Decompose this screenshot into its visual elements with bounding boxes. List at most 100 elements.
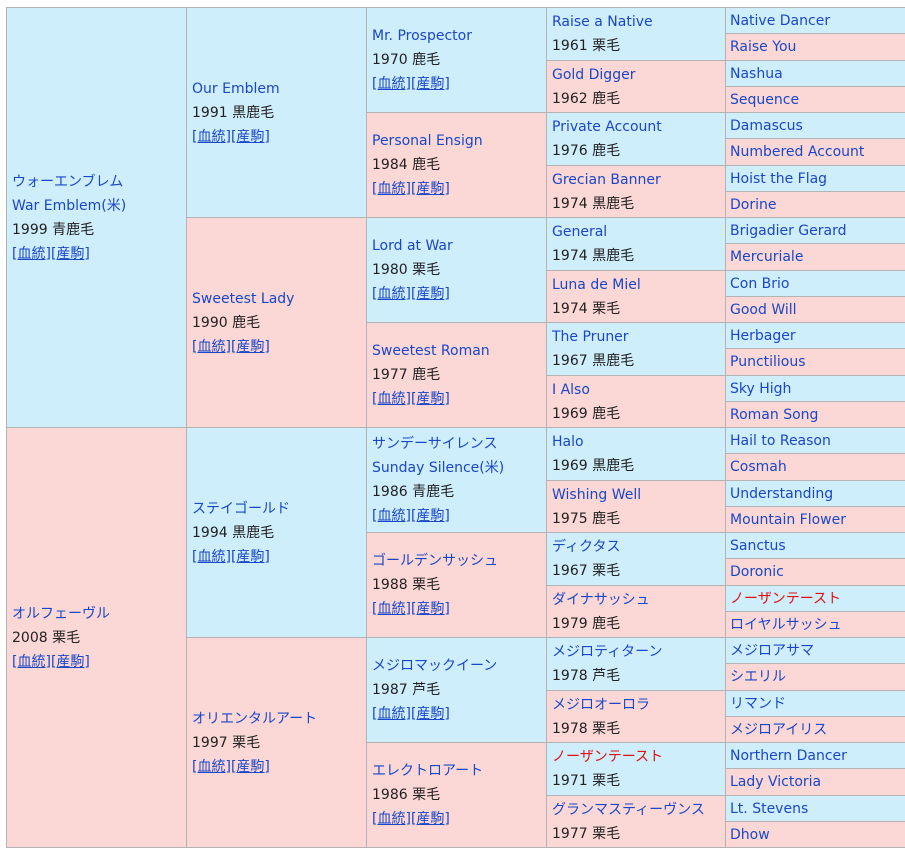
horse-name-link[interactable]: Grecian Banner: [552, 171, 661, 188]
pedigree-link[interactable]: [血統]: [372, 508, 411, 524]
horse-name-link[interactable]: Cosmah: [730, 459, 787, 475]
horse-name-link[interactable]: Gold Digger: [552, 66, 636, 83]
pedigree-link[interactable]: [血統]: [372, 811, 411, 827]
horse-info: Damascus: [730, 114, 902, 138]
horse-name-link[interactable]: Private Account: [552, 119, 662, 135]
horse-name-link[interactable]: Lord at War: [372, 238, 453, 254]
horse-name-link[interactable]: Punctilious: [730, 354, 806, 370]
pedigree-link[interactable]: [血統]: [372, 76, 411, 92]
horse-name-link[interactable]: Northern Dancer: [730, 747, 847, 764]
horse-name-link[interactable]: Sky High: [730, 380, 792, 397]
horse-name-link[interactable]: Mercuriale: [730, 249, 804, 265]
horse-name-link[interactable]: Sweetest Lady: [192, 290, 295, 307]
horse-name-link[interactable]: Our Emblem: [192, 80, 280, 97]
pedigree-link[interactable]: [血統]: [192, 758, 231, 775]
horse-name-link[interactable]: メジロアサマ: [730, 642, 814, 659]
horse-name-link[interactable]: ステイゴールド: [192, 500, 290, 517]
horse-name-link[interactable]: オリエンタルアート: [192, 710, 318, 727]
pedigree-link[interactable]: [血統]: [372, 391, 411, 407]
horse-name-link[interactable]: I Also: [552, 381, 590, 398]
horse-name-link[interactable]: Dorine: [730, 196, 777, 213]
horse-info: Numbered Account: [730, 140, 902, 164]
horse-name-link[interactable]: ノーザンテースト: [552, 749, 664, 765]
offspring-link[interactable]: [産駒]: [410, 811, 450, 827]
offspring-link[interactable]: [産駒]: [410, 391, 450, 407]
horse-name-link[interactable]: グランマスティーヴンス: [552, 801, 705, 818]
horse-name-link[interactable]: Native Dancer: [730, 12, 831, 29]
pedigree-link[interactable]: [血統]: [192, 338, 231, 355]
horse-name-link[interactable]: メジロオーロラ: [552, 696, 650, 713]
pedigree-link[interactable]: [血統]: [192, 128, 231, 145]
offspring-link[interactable]: [産駒]: [410, 706, 450, 722]
horse-name-link[interactable]: Mountain Flower: [730, 511, 846, 528]
horse-info: Raise a Native 1961 栗毛: [552, 10, 722, 58]
horse-name-link[interactable]: Doronic: [730, 564, 784, 580]
pedigree-link[interactable]: [血統]: [372, 601, 411, 617]
horse-name-link[interactable]: ノーザンテースト: [730, 590, 842, 607]
horse-name-link[interactable]: Nashua: [730, 65, 783, 82]
horse-name-link[interactable]: General: [552, 224, 608, 240]
horse-name-link[interactable]: メジロティターン: [552, 644, 663, 660]
horse-name-link[interactable]: Luna de Miel: [552, 276, 641, 293]
horse-name-link[interactable]: メジロアイリス: [730, 721, 828, 738]
offspring-link[interactable]: [産駒]: [230, 548, 270, 565]
horse-name-link[interactable]: リマンド: [730, 695, 786, 712]
offspring-link[interactable]: [産駒]: [230, 338, 270, 355]
horse-name-link[interactable]: メジロマックイーン: [372, 658, 498, 674]
offspring-link[interactable]: [産駒]: [410, 286, 450, 302]
horse-name-link[interactable]: Mr. Prospector: [372, 28, 472, 44]
horse-info: メジロマックイーン 1987 芦毛 [血統][産駒]: [372, 654, 543, 726]
horse-name-link[interactable]: ロイヤルサッシュ: [730, 616, 842, 633]
horse-name-link[interactable]: Raise You: [730, 39, 797, 55]
pedigree-link[interactable]: [血統]: [12, 653, 51, 670]
horse-name-link[interactable]: シエリル: [730, 669, 786, 685]
horse-name-link[interactable]: Con Brio: [730, 275, 790, 292]
horse-name-link[interactable]: オルフェーヴル: [12, 605, 110, 622]
horse-name-link[interactable]: Understanding: [730, 485, 834, 502]
horse-name-link[interactable]: Dhow: [730, 826, 770, 843]
horse-name-link[interactable]: サンデーサイレンス: [372, 436, 498, 452]
horse-name-link[interactable]: ディクタス: [552, 539, 621, 555]
horse-name-link[interactable]: ダイナサッシュ: [552, 591, 650, 608]
horse-name-link[interactable]: Hoist the Flag: [730, 170, 828, 187]
horse-name-link[interactable]: Numbered Account: [730, 144, 865, 160]
pedigree-link[interactable]: [血統]: [372, 286, 411, 302]
horse-name-link[interactable]: ウォーエンブレム: [12, 173, 124, 190]
offspring-link[interactable]: [産駒]: [50, 245, 90, 262]
horse-name-link[interactable]: Raise a Native: [552, 14, 653, 30]
horse-name-link[interactable]: Herbager: [730, 327, 796, 344]
horse-foreign-name-link[interactable]: Sunday Silence(米): [372, 460, 505, 476]
offspring-link[interactable]: [産駒]: [410, 508, 450, 524]
horse-name-link[interactable]: Sweetest Roman: [372, 343, 490, 359]
horse-name-link[interactable]: Sanctus: [730, 537, 786, 554]
horse-name-link[interactable]: Brigadier Gerard: [730, 222, 847, 239]
offspring-link[interactable]: [産駒]: [50, 653, 90, 670]
horse-name-link[interactable]: Sequence: [730, 91, 800, 108]
horse-name-link[interactable]: The Pruner: [552, 329, 629, 345]
horse-name-link[interactable]: ゴールデンサッシュ: [372, 553, 498, 569]
horse-name-link[interactable]: Lady Victoria: [730, 774, 822, 790]
pedigree-link[interactable]: [血統]: [372, 181, 411, 197]
horse-name-link[interactable]: Halo: [552, 434, 584, 450]
horse-foreign-name-link[interactable]: War Emblem(米): [12, 197, 127, 214]
horse-name-link[interactable]: Hail to Reason: [730, 432, 831, 449]
horse-name-link[interactable]: Personal Ensign: [372, 133, 483, 149]
offspring-link[interactable]: [産駒]: [410, 181, 450, 197]
horse-name-link[interactable]: Roman Song: [730, 406, 819, 423]
horse-name-link[interactable]: Good Will: [730, 301, 797, 318]
offspring-link[interactable]: [産駒]: [410, 601, 450, 617]
pedigree-link[interactable]: [血統]: [192, 548, 231, 565]
pedigree-link[interactable]: [血統]: [372, 706, 411, 722]
offspring-link[interactable]: [産駒]: [410, 76, 450, 92]
offspring-link[interactable]: [産駒]: [230, 758, 270, 775]
horse-name-link[interactable]: Lt. Stevens: [730, 800, 809, 817]
pedigree-cell-gen5: Hail to Reason: [725, 427, 905, 454]
offspring-link[interactable]: [産駒]: [230, 128, 270, 145]
pedigree-cell-gen5: シエリル: [725, 663, 905, 691]
horse-name-link[interactable]: エレクトロアート: [372, 763, 484, 779]
horse-name-link[interactable]: Damascus: [730, 117, 803, 134]
birth-year-color: 1987 芦毛: [372, 682, 441, 698]
pedigree-link[interactable]: [血統]: [12, 245, 51, 262]
horse-name-link[interactable]: Wishing Well: [552, 486, 642, 503]
horse-info: Nashua: [730, 62, 902, 86]
